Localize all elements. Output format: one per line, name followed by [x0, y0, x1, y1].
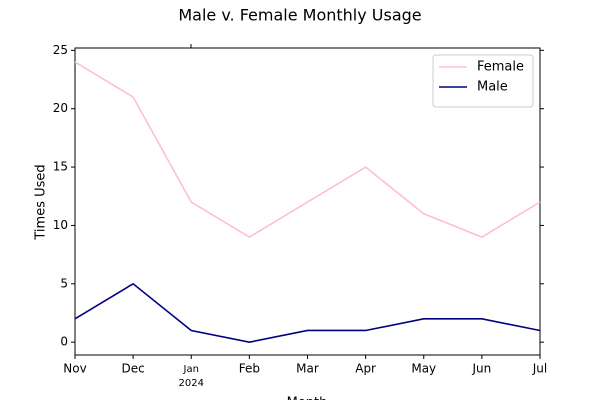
y-tick-label: 20 — [53, 101, 68, 115]
series-line — [74, 282, 541, 343]
chart-title: Male v. Female Monthly Usage — [178, 6, 421, 25]
x-tick-label: Nov — [63, 362, 86, 376]
x-tick-label: Jun — [472, 362, 492, 376]
x-axis-label: Month — [287, 396, 328, 400]
x-tick-label: May — [411, 362, 436, 376]
legend-label: Female — [477, 60, 524, 75]
y-tick-label: 5 — [60, 276, 68, 290]
series-line — [74, 61, 541, 239]
x-tick-label: Feb — [239, 362, 260, 376]
y-tick-label: 10 — [53, 218, 68, 232]
x-tick-sublabel: 2024 — [179, 378, 204, 389]
x-tick-label: Jul — [532, 362, 547, 376]
y-tick-label: 15 — [53, 160, 68, 174]
legend-box — [432, 54, 534, 108]
legend-label: Male — [477, 80, 508, 95]
x-tick-label: Dec — [122, 362, 145, 376]
y-tick-label: 0 — [60, 335, 68, 349]
x-tick-label: Mar — [296, 362, 319, 376]
y-axis-label: Times Used — [34, 164, 49, 240]
y-tick-label: 25 — [53, 43, 68, 57]
x-tick-label: Jan — [183, 364, 199, 375]
x-tick-label: Apr — [355, 362, 376, 376]
